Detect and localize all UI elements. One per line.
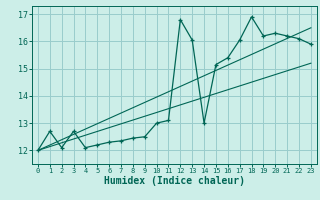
X-axis label: Humidex (Indice chaleur): Humidex (Indice chaleur) [104, 176, 245, 186]
